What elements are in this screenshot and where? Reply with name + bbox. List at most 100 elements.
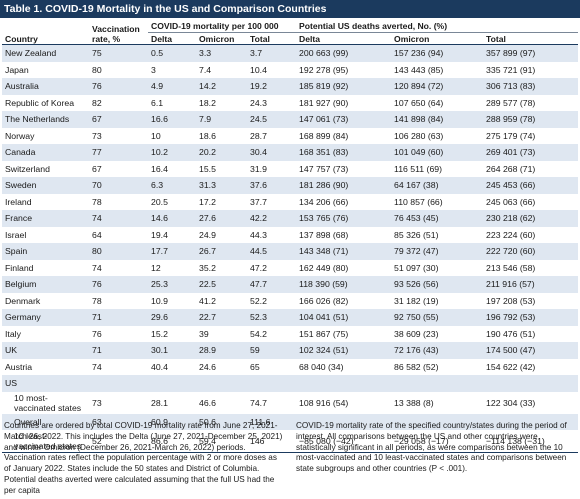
mortality-delta-cell: 40.4: [151, 361, 168, 372]
averted-delta-cell: 162 449 (80): [299, 262, 349, 273]
vaccination-cell: 76: [89, 276, 148, 293]
table-row: Ireland 78 20.5 17.2 37.7 134 206 (66) 110 857…: [2, 194, 578, 211]
vaccination-cell: 76: [89, 78, 148, 95]
country-cell: Austria: [5, 361, 33, 372]
mortality-delta-cell: 20.5: [151, 196, 168, 207]
vaccination-cell: 52: [89, 430, 148, 453]
mortality-delta-cell: 28.1: [151, 397, 168, 408]
header-omicron: Omicron: [196, 32, 247, 45]
averted-delta-cell: [296, 413, 392, 430]
mortality-delta-cell: 14.6: [148, 210, 196, 227]
averted-omicron-cell: 64 167 (38): [391, 177, 484, 194]
vaccination-cell: 80: [89, 243, 148, 260]
mortality-total-cell: 47.2: [250, 262, 267, 273]
header-country: Country: [2, 18, 89, 45]
mortality-omicron-cell: 15.5: [199, 163, 216, 174]
averted-total-cell: 357 899 (97): [483, 44, 579, 62]
mortality-omicron-cell: 26.7: [196, 243, 247, 260]
mortality-total-cell: 24.5: [247, 111, 297, 128]
averted-delta-cell: 181 286 (90): [296, 177, 392, 194]
vaccination-cell: 63: [89, 413, 148, 430]
averted-total-cell: 335 721 (91): [486, 64, 536, 75]
averted-delta-cell: 168 351 (83): [296, 144, 392, 161]
country-cell: Denmark: [5, 295, 41, 306]
averted-delta-cell: 134 206 (66): [299, 196, 349, 207]
mortality-total-cell: 37.6: [247, 177, 297, 194]
mortality-total-cell: 52.3: [247, 309, 297, 326]
averted-omicron-cell: 92 750 (55): [391, 309, 484, 326]
table-row: Italy 76 15.2 39 54.2 151 867 (75) 38 609 (23)…: [2, 326, 578, 343]
country-cell: UK: [2, 342, 89, 359]
averted-total-cell: 288 959 (78): [483, 111, 579, 128]
mortality-total-cell: 10.4: [250, 64, 267, 75]
header-delta: Delta: [148, 32, 196, 45]
averted-delta-cell: 192 278 (95): [299, 64, 349, 75]
averted-omicron-cell: 157 236 (94): [391, 44, 484, 62]
vaccination-cell: 67: [89, 111, 148, 128]
averted-total-cell: 245 063 (66): [486, 196, 536, 207]
mortality-omicron-cell: 46.6: [199, 397, 216, 408]
mortality-delta-cell: 19.4: [151, 229, 168, 240]
averted-delta-cell: 143 348 (71): [296, 243, 392, 260]
vaccination-cell: 80: [92, 64, 102, 75]
averted-omicron-cell: 110 857 (66): [394, 196, 443, 207]
vaccination-cell: 78: [92, 295, 102, 306]
country-cell: Finland: [5, 262, 34, 273]
table-row: UK 71 30.1 28.9 59 102 324 (51) 72 176 (43) 174…: [2, 342, 579, 359]
country-cell: France: [2, 210, 89, 227]
country-cell: Republic of Korea: [5, 97, 75, 108]
vaccination-cell: 64: [92, 229, 102, 240]
country-cell: Germany: [2, 309, 89, 326]
averted-omicron-cell: 51 097 (30): [394, 262, 439, 273]
averted-omicron-cell: 72 176 (43): [391, 342, 484, 359]
table-row: Spain 80 17.7 26.7 44.5 143 348 (71) 79 372 (4…: [2, 243, 579, 260]
vaccination-cell: 76: [92, 328, 102, 339]
header-averted-group: Potential US deaths averted, No. (%): [296, 18, 579, 33]
mortality-total-cell: 54.2: [250, 328, 267, 339]
averted-omicron-cell: 120 894 (72): [391, 78, 484, 95]
averted-total-cell: 122 304 (33): [486, 397, 536, 408]
country-cell: Italy: [5, 328, 21, 339]
averted-total-cell: 306 713 (83): [483, 78, 579, 95]
mortality-total-cell: 28.7: [250, 130, 267, 141]
mortality-total-cell: 59: [247, 342, 297, 359]
mortality-delta-cell: 16.6: [148, 111, 196, 128]
footnote-left: Countries are ordered by total COVID-19 …: [4, 421, 283, 495]
mortality-omicron-cell: 35.2: [199, 262, 216, 273]
vaccination-cell: 78: [92, 196, 102, 207]
mortality-omicron-cell: 24.6: [199, 361, 216, 372]
table-row: 10 least-vaccinated states 52 86.6 59.4 146−…: [2, 430, 579, 453]
mortality-delta-cell: 10.9: [151, 295, 168, 306]
country-cell: Overall: [2, 413, 89, 430]
averted-omicron-cell: 141 898 (84): [391, 111, 484, 128]
averted-omicron-cell: 107 650 (64): [394, 97, 444, 108]
averted-total-cell: 196 792 (53): [483, 309, 579, 326]
mortality-omicron-cell: 7.4: [199, 64, 212, 75]
averted-delta-cell: 137 898 (68): [299, 229, 349, 240]
vaccination-cell: 71: [89, 309, 148, 326]
averted-delta-cell: 68 040 (34): [299, 361, 344, 372]
vaccination-cell: 77: [89, 144, 148, 161]
country-cell: Belgium: [2, 276, 89, 293]
mortality-delta-cell: 6.1: [151, 97, 164, 108]
table-row: Israel 64 19.4 24.9 44.3 137 898 (68) 85 326 (…: [2, 227, 578, 244]
table-row: France 74 14.6 27.6 42.2 153 765 (76) 76 453 (…: [2, 210, 579, 227]
averted-delta-cell: 185 819 (92): [296, 78, 392, 95]
averted-delta-cell: 166 026 (82): [299, 295, 349, 306]
averted-total-cell: 245 453 (66): [483, 177, 579, 194]
country-cell: Australia: [2, 78, 89, 95]
mortality-delta-cell: 86.6: [148, 430, 196, 453]
footnote-right: COVID-19 mortality rate of the specified…: [296, 421, 567, 474]
averted-total-cell: 174 500 (47): [483, 342, 579, 359]
averted-omicron-cell: 76 453 (45): [391, 210, 484, 227]
mortality-delta-cell: 25.3: [148, 276, 196, 293]
vaccination-cell: 71: [89, 342, 148, 359]
table-row: Austria 74 40.4 24.6 65 68 040 (34) 86 582 (52…: [2, 359, 578, 376]
vaccination-cell: 73: [92, 397, 102, 408]
table-body: New Zealand 75 0.5 3.3 3.7 200 663 (99) 157 23…: [2, 44, 579, 453]
mortality-total-cell: 65: [250, 361, 260, 372]
mortality-total-cell: 42.2: [247, 210, 297, 227]
averted-total-cell: 223 224 (60): [486, 229, 536, 240]
vaccination-cell: 74: [92, 262, 102, 273]
table-row: Germany 71 29.6 22.7 52.3 104 041 (51) 92 750 …: [2, 309, 579, 326]
